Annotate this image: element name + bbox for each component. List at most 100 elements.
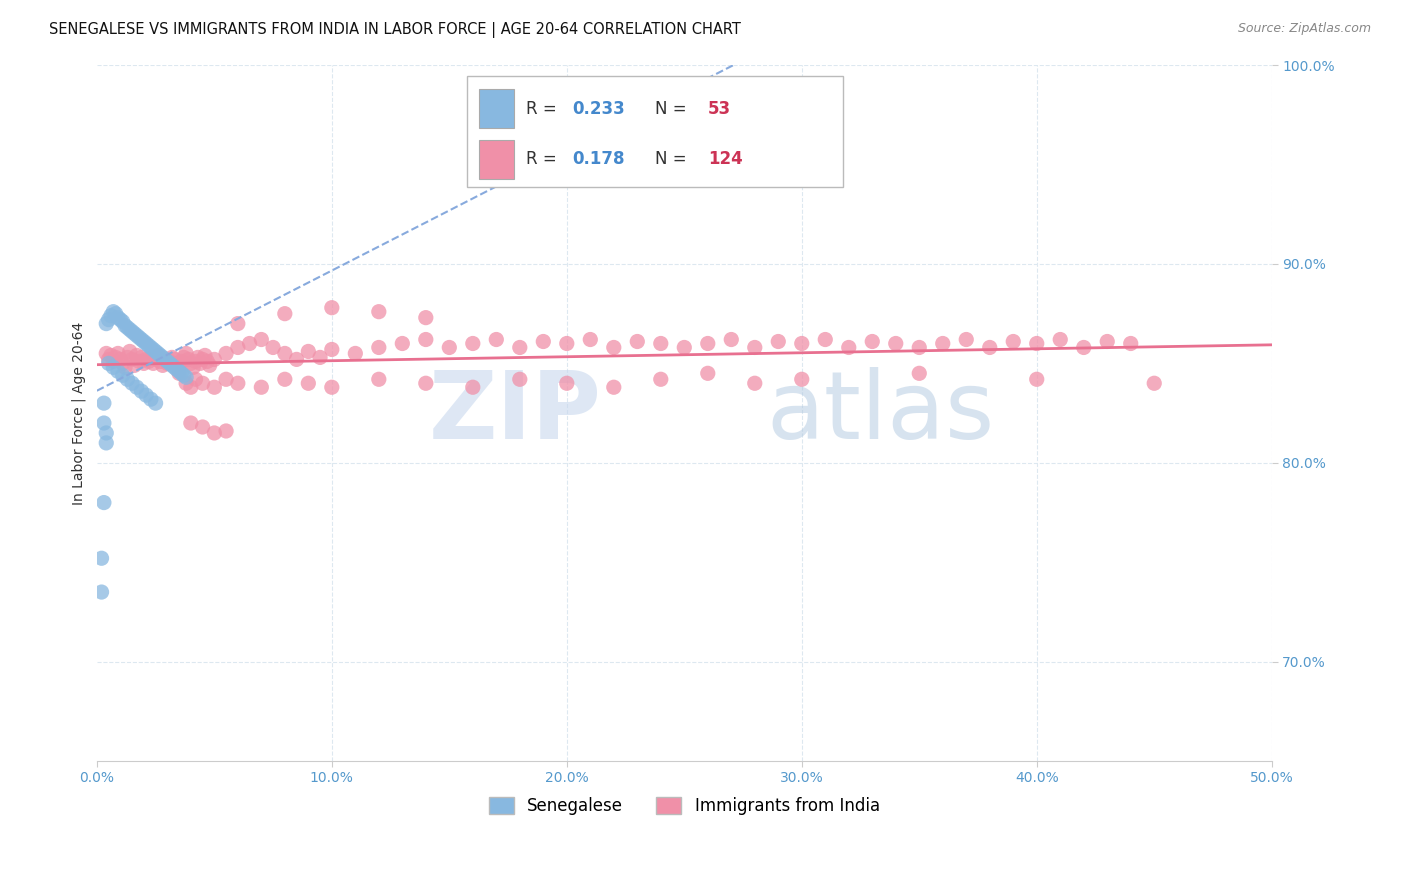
Point xyxy=(202,425,225,440)
Point xyxy=(97,356,120,370)
Point xyxy=(145,352,167,367)
Point xyxy=(198,359,221,373)
Point xyxy=(274,307,297,321)
Point xyxy=(1025,372,1047,386)
Point xyxy=(97,352,120,367)
Point xyxy=(97,312,120,326)
Point xyxy=(93,416,115,430)
Point xyxy=(696,336,718,351)
Point xyxy=(603,341,626,355)
Point xyxy=(139,351,162,365)
Point xyxy=(191,352,214,367)
Point xyxy=(226,376,249,391)
Point xyxy=(191,420,214,434)
Point xyxy=(118,322,141,336)
Point xyxy=(96,425,118,440)
Point xyxy=(202,380,225,394)
Point xyxy=(908,367,931,381)
Point xyxy=(1073,341,1095,355)
Point xyxy=(163,352,186,367)
Point xyxy=(1025,336,1047,351)
Point xyxy=(124,326,146,341)
Point xyxy=(790,372,813,386)
Point xyxy=(415,333,437,347)
Point xyxy=(673,341,696,355)
Point xyxy=(131,351,153,365)
Point xyxy=(167,367,190,381)
Point xyxy=(174,346,197,360)
Point xyxy=(128,330,150,344)
FancyBboxPatch shape xyxy=(478,89,515,128)
Text: 0.233: 0.233 xyxy=(572,100,626,118)
Point xyxy=(262,341,284,355)
Point xyxy=(156,356,179,370)
Point xyxy=(239,336,262,351)
Point xyxy=(1002,334,1025,349)
Point xyxy=(226,341,249,355)
Text: Source: ZipAtlas.com: Source: ZipAtlas.com xyxy=(1237,22,1371,36)
Point xyxy=(138,354,160,368)
Point xyxy=(132,334,155,349)
Point xyxy=(309,351,332,365)
Point xyxy=(149,354,172,368)
Point xyxy=(90,585,112,599)
Point xyxy=(110,352,132,367)
Point xyxy=(104,351,127,365)
Point xyxy=(579,333,602,347)
Point xyxy=(107,310,129,325)
Point xyxy=(103,354,125,368)
Point xyxy=(321,380,343,394)
Point xyxy=(131,384,153,399)
Point xyxy=(121,325,143,339)
Point xyxy=(626,334,648,349)
Point xyxy=(139,341,162,355)
Point xyxy=(297,376,319,391)
Point xyxy=(173,368,195,383)
Point xyxy=(838,341,860,355)
Point xyxy=(321,301,343,315)
Point xyxy=(184,354,207,368)
Point xyxy=(110,312,132,326)
Text: 124: 124 xyxy=(707,150,742,168)
Point xyxy=(215,424,238,438)
Point xyxy=(1143,376,1166,391)
Point xyxy=(146,348,169,362)
Point xyxy=(121,352,143,367)
Point xyxy=(979,341,1001,355)
Text: R =: R = xyxy=(526,100,561,118)
Point xyxy=(768,334,790,349)
Point xyxy=(145,396,167,410)
Point xyxy=(166,356,188,370)
Point xyxy=(274,372,297,386)
Point xyxy=(439,341,461,355)
Point xyxy=(132,356,155,370)
Point xyxy=(96,317,118,331)
Point xyxy=(180,356,202,370)
Point xyxy=(160,351,183,365)
Point xyxy=(814,333,837,347)
Point xyxy=(142,343,165,357)
Point xyxy=(650,336,672,351)
Point xyxy=(509,372,531,386)
Point xyxy=(415,376,437,391)
Point xyxy=(180,416,202,430)
Point xyxy=(188,356,211,370)
Point xyxy=(367,372,389,386)
Point xyxy=(170,367,193,381)
Point xyxy=(274,346,297,360)
Point xyxy=(125,380,148,394)
Point xyxy=(367,341,389,355)
Point xyxy=(187,351,209,365)
Point xyxy=(744,341,766,355)
Text: N =: N = xyxy=(655,150,692,168)
Point xyxy=(860,334,883,349)
Text: R =: R = xyxy=(526,150,561,168)
Point xyxy=(184,372,207,386)
Point xyxy=(226,317,249,331)
Point xyxy=(114,360,136,375)
Point xyxy=(138,338,160,352)
Point xyxy=(167,359,190,373)
Point xyxy=(118,344,141,359)
Point xyxy=(153,352,176,367)
Point xyxy=(955,333,977,347)
